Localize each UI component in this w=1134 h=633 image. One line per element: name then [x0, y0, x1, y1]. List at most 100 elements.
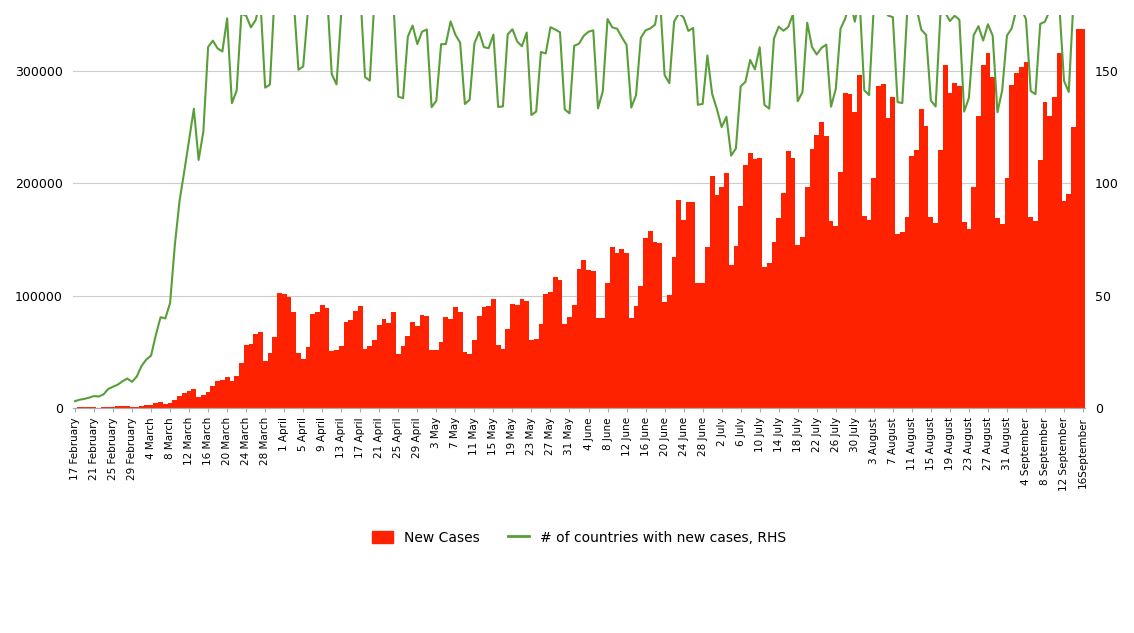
Bar: [391, 311, 396, 408]
Bar: [215, 380, 220, 408]
Bar: [192, 389, 196, 408]
Bar: [1048, 116, 1052, 408]
Bar: [691, 202, 695, 408]
Bar: [781, 192, 786, 408]
Bar: [767, 263, 771, 408]
Bar: [1072, 127, 1076, 408]
Bar: [795, 244, 801, 408]
Bar: [320, 305, 324, 408]
Bar: [1052, 97, 1057, 408]
Bar: [534, 339, 539, 408]
Bar: [259, 332, 263, 408]
Bar: [287, 298, 291, 408]
Bar: [139, 406, 144, 408]
Bar: [810, 149, 814, 408]
Bar: [753, 160, 758, 408]
Bar: [801, 237, 805, 408]
Bar: [244, 345, 248, 408]
Bar: [111, 406, 116, 408]
Bar: [667, 295, 671, 408]
Bar: [220, 380, 225, 408]
Bar: [981, 65, 985, 408]
Bar: [125, 406, 129, 408]
Bar: [92, 407, 96, 408]
Bar: [277, 293, 282, 408]
Bar: [600, 318, 606, 408]
Bar: [305, 347, 311, 408]
Bar: [452, 307, 458, 408]
Bar: [866, 220, 871, 408]
Bar: [196, 397, 201, 408]
Bar: [638, 286, 643, 408]
Bar: [382, 320, 387, 408]
Bar: [1024, 62, 1029, 408]
Bar: [615, 253, 619, 408]
Bar: [933, 223, 938, 408]
Bar: [311, 314, 315, 408]
Bar: [677, 200, 682, 408]
Bar: [576, 268, 582, 408]
Bar: [1029, 218, 1033, 408]
Bar: [777, 218, 781, 408]
Bar: [738, 206, 743, 408]
Bar: [163, 404, 168, 408]
Bar: [458, 311, 463, 408]
Bar: [572, 304, 576, 408]
Bar: [1042, 103, 1048, 408]
Bar: [653, 242, 658, 408]
Bar: [235, 375, 239, 408]
Bar: [634, 306, 638, 408]
Bar: [129, 406, 135, 408]
Bar: [116, 406, 120, 408]
Bar: [524, 301, 530, 408]
Bar: [1014, 73, 1018, 408]
Bar: [829, 221, 833, 408]
Bar: [263, 361, 268, 408]
Bar: [957, 86, 962, 408]
Bar: [686, 202, 691, 408]
Bar: [344, 322, 348, 408]
Bar: [530, 340, 534, 408]
Bar: [149, 404, 153, 408]
Bar: [1061, 201, 1066, 408]
Bar: [747, 153, 753, 408]
Bar: [348, 320, 353, 408]
Bar: [948, 94, 953, 408]
Bar: [376, 325, 382, 408]
Bar: [976, 116, 981, 408]
Bar: [553, 277, 558, 408]
Bar: [786, 151, 790, 408]
Bar: [87, 407, 92, 408]
Bar: [358, 306, 363, 408]
Bar: [662, 302, 667, 408]
Bar: [729, 265, 734, 408]
Bar: [595, 318, 600, 408]
Bar: [881, 84, 886, 408]
Bar: [463, 351, 467, 408]
Bar: [548, 292, 553, 408]
Bar: [467, 354, 472, 408]
Bar: [400, 346, 406, 408]
Bar: [843, 94, 847, 408]
Bar: [510, 304, 515, 408]
Bar: [1000, 224, 1005, 408]
Bar: [833, 226, 838, 408]
Bar: [1018, 67, 1024, 408]
Bar: [719, 187, 723, 408]
Bar: [187, 391, 192, 408]
Bar: [643, 238, 648, 408]
Bar: [771, 242, 777, 408]
Bar: [919, 109, 924, 408]
Bar: [591, 271, 595, 408]
Legend: New Cases, # of countries with new cases, RHS: New Cases, # of countries with new cases…: [366, 525, 792, 551]
Bar: [272, 337, 277, 408]
Bar: [966, 229, 972, 408]
Bar: [895, 234, 900, 408]
Bar: [158, 402, 163, 408]
Bar: [695, 283, 701, 408]
Bar: [714, 195, 719, 408]
Bar: [1005, 178, 1009, 408]
Bar: [857, 75, 862, 408]
Bar: [239, 363, 244, 408]
Bar: [229, 381, 235, 408]
